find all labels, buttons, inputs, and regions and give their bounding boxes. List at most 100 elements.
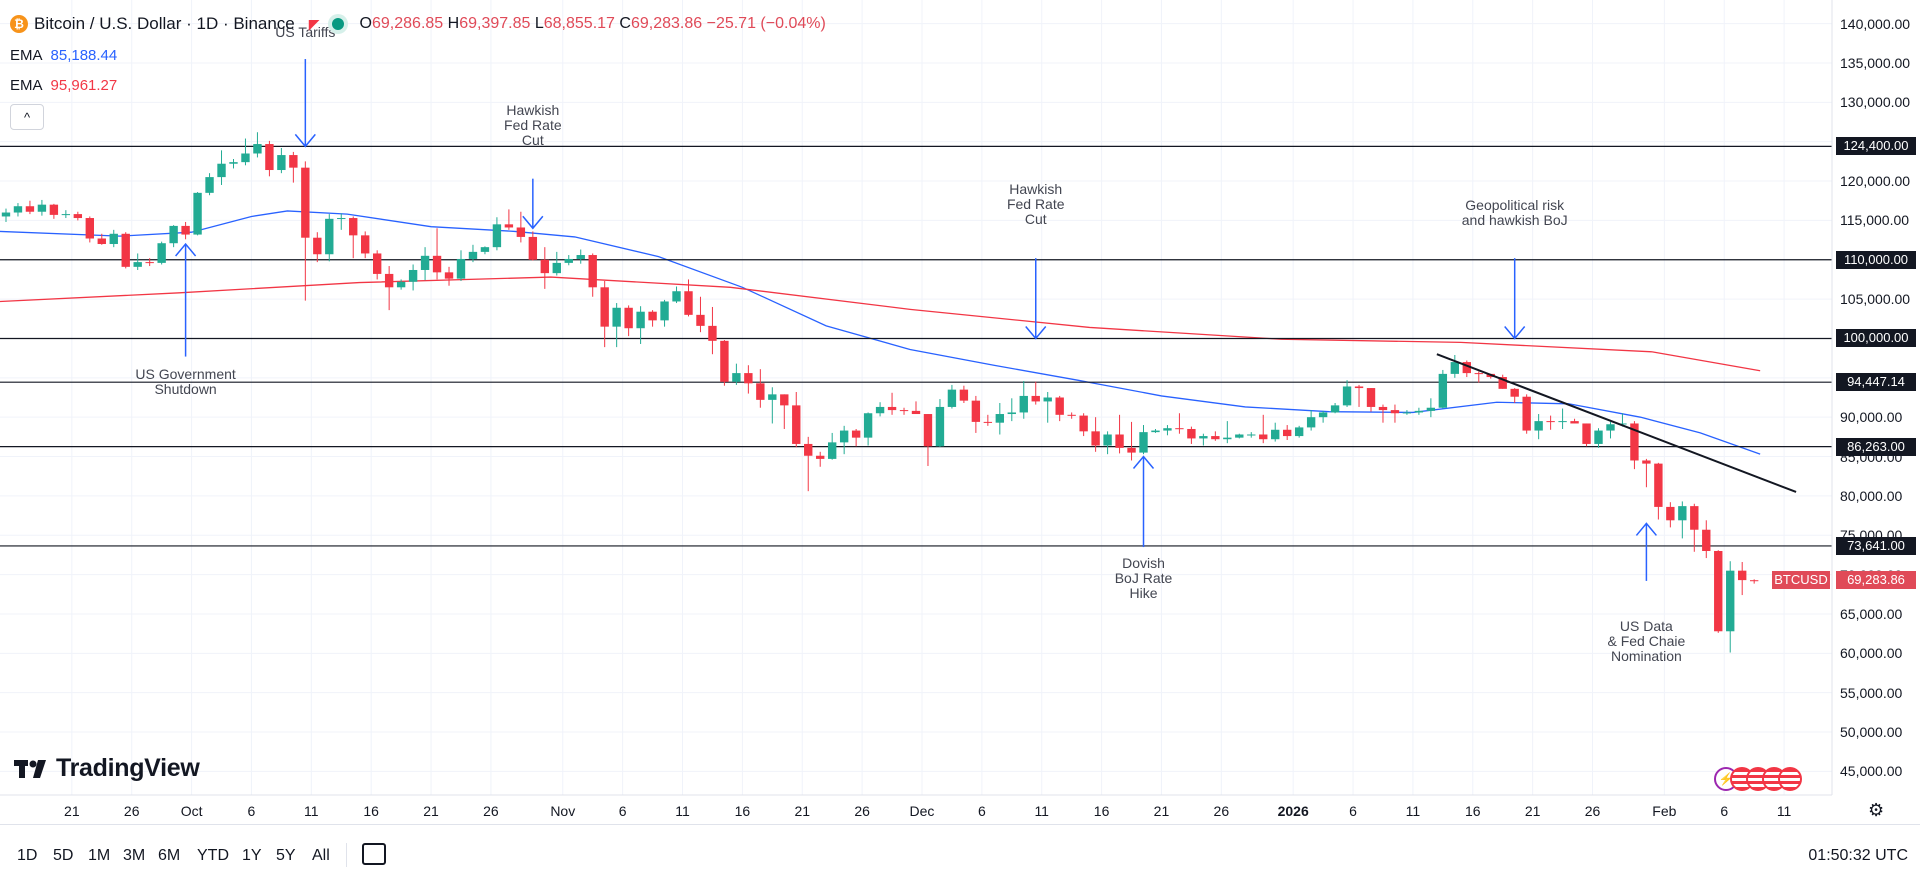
ema-fast-legend[interactable]: EMA 85,188.44: [10, 47, 118, 64]
bitcoin-icon: ₿: [10, 15, 28, 33]
candle: [588, 253, 597, 297]
downtrend-line[interactable]: [1436, 353, 1797, 493]
x-tick-label: 21: [1153, 803, 1170, 819]
x-tick-label: Oct: [180, 803, 203, 819]
annotation-label: Hawkish Fed Rate Cut: [1006, 180, 1065, 227]
candle-body: [1235, 434, 1244, 438]
range-6m-button[interactable]: 6M: [158, 847, 181, 864]
candle-body: [1271, 429, 1280, 440]
candle-body: [1702, 529, 1711, 551]
ema-fast-line: [0, 210, 1761, 455]
candle-body: [1642, 460, 1651, 464]
candle: [1498, 374, 1507, 389]
collapse-legend-button[interactable]: ^: [10, 104, 44, 130]
candle: [372, 250, 382, 280]
date-range-divider: [346, 843, 347, 867]
current-price-tag: 69,283.86: [1836, 571, 1916, 590]
ema-slow-line: [0, 276, 1761, 372]
candle-body: [181, 225, 190, 235]
candle: [468, 244, 478, 263]
range-1m-button[interactable]: 1M: [88, 847, 111, 864]
candle: [995, 403, 1005, 435]
candle-body: [217, 163, 226, 178]
candle-body: [349, 218, 358, 236]
x-tick-label: 2026: [1277, 803, 1309, 819]
flag-icon[interactable]: ◤: [308, 15, 320, 32]
range-1d-button[interactable]: 1D: [17, 847, 38, 864]
candle: [612, 303, 621, 348]
calendar-icon[interactable]: [362, 843, 386, 865]
candle: [432, 228, 442, 280]
candle: [827, 432, 837, 460]
ema-slow-legend[interactable]: EMA 95,961.27: [10, 77, 118, 94]
candle-body: [1714, 550, 1723, 632]
candle-body: [624, 307, 633, 329]
candle: [444, 266, 454, 286]
range-ytd-button[interactable]: YTD: [197, 847, 229, 864]
candle: [253, 132, 262, 158]
candle-body: [468, 251, 478, 259]
utc-clock[interactable]: 01:50:32 UTC: [1808, 847, 1908, 864]
gear-icon[interactable]: ⚙: [1868, 800, 1885, 820]
candle: [1690, 503, 1699, 552]
market-status-icon[interactable]: [331, 18, 344, 30]
candle-body: [372, 253, 382, 274]
candle-body: [1211, 436, 1220, 440]
candle: [1570, 418, 1579, 424]
x-tick-label: 21: [423, 803, 439, 819]
candle: [1726, 561, 1735, 653]
candle-body: [911, 410, 921, 415]
annotation-label: US Government Shutdown: [135, 366, 236, 398]
candle: [768, 387, 777, 424]
candle: [1450, 354, 1460, 378]
candle-body: [1558, 421, 1567, 423]
y-tick-label: 135,000.00: [1840, 54, 1911, 71]
candle-body: [780, 394, 789, 406]
candle-body: [133, 262, 142, 267]
x-tick-label: 16: [363, 803, 379, 819]
candle: [660, 299, 669, 327]
candle-body: [768, 394, 777, 400]
candle-body: [1678, 506, 1687, 521]
candle-body: [492, 224, 502, 248]
trendline: [1436, 353, 1797, 493]
candle: [1223, 421, 1232, 444]
range-5d-button[interactable]: 5D: [53, 847, 74, 864]
candle: [804, 436, 813, 492]
x-tick-label: 21: [1524, 803, 1541, 819]
event-flags[interactable]: ⚡: [1714, 767, 1802, 791]
candle-body: [756, 383, 765, 400]
symbol-title[interactable]: Bitcoin / U.S. Dollar · 1D · Binance: [34, 14, 295, 33]
candle: [1738, 562, 1747, 596]
candle: [1546, 415, 1555, 430]
y-tick-label: 55,000.00: [1840, 684, 1903, 701]
range-3m-button[interactable]: 3M: [123, 847, 146, 864]
candle-body: [420, 255, 430, 270]
y-tick-label: 130,000.00: [1840, 94, 1911, 111]
candle-body: [863, 413, 873, 438]
candle-body: [1414, 410, 1424, 413]
symbol-price-tag: BTCUSD: [1772, 571, 1830, 590]
candle: [480, 246, 490, 255]
y-tick-label: 140,000.00: [1840, 15, 1911, 32]
candle: [1330, 403, 1340, 414]
candle: [504, 209, 514, 230]
candle-body: [935, 406, 945, 447]
y-tick-label: 50,000.00: [1840, 724, 1903, 741]
candle-body: [1187, 428, 1196, 439]
range-all-button[interactable]: All: [312, 847, 330, 864]
candle: [708, 306, 717, 355]
candle: [1151, 428, 1160, 433]
range-1y-button[interactable]: 1Y: [242, 847, 262, 864]
candle: [1103, 431, 1112, 455]
candle-body: [229, 162, 238, 164]
candle: [576, 249, 585, 264]
candle-body: [1115, 434, 1124, 448]
range-5y-button[interactable]: 5Y: [276, 847, 296, 864]
grid: [0, 0, 1832, 795]
chevron-up-icon: ^: [23, 109, 31, 125]
candle: [1211, 431, 1220, 441]
candle-body: [1294, 427, 1304, 437]
candle-body: [1378, 406, 1388, 411]
